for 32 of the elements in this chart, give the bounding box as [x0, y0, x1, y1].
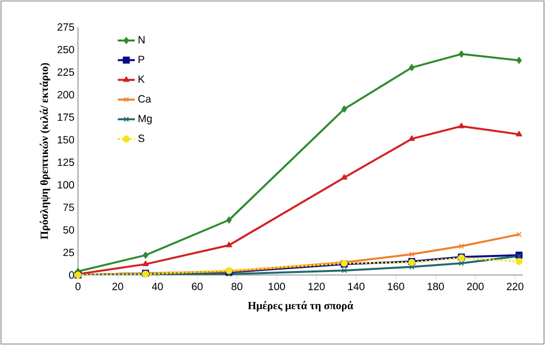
- x-tick-label: 0: [76, 282, 80, 290]
- legend-label: P: [138, 56, 144, 64]
- x-tick-label: 40: [152, 282, 163, 290]
- y-tick-label: 250: [58, 46, 74, 54]
- x-tick-label: 220: [506, 282, 524, 290]
- legend-label: N: [138, 36, 144, 44]
- legend-label: S: [138, 134, 144, 142]
- x-tick-label: 20: [112, 282, 124, 290]
- x-tick-label: 60: [192, 282, 203, 290]
- y-tick-label: 0: [69, 271, 74, 279]
- y-tick-label: 175: [58, 114, 74, 121]
- y-axis-title: Πρόσληψη θρεπτικών (κιλά/ εκτάριο): [40, 63, 50, 240]
- legend-label: Mg: [138, 114, 152, 124]
- y-tick-label: 50: [63, 226, 74, 234]
- y-tick-label: 225: [58, 68, 74, 76]
- y-tick-label: 200: [58, 90, 74, 98]
- x-tick-label: 140: [348, 282, 364, 290]
- x-axis-title: Ημέρες μετά τη σπορά: [248, 301, 354, 312]
- x-tick-label: 200: [467, 282, 484, 290]
- x-tick-label: 120: [308, 282, 325, 290]
- y-tick-label: 25: [63, 248, 74, 256]
- x-tick-label: 180: [428, 282, 444, 290]
- legend-label: K: [138, 76, 145, 83]
- y-tick-label: 125: [58, 158, 74, 166]
- y-tick-label: 75: [63, 204, 74, 212]
- y-tick-label: 100: [58, 181, 74, 189]
- legend-label: Ca: [138, 95, 152, 103]
- x-tick-label: 80: [232, 282, 242, 290]
- y-tick-label: 150: [58, 136, 74, 144]
- y-tick-label: 275: [58, 23, 74, 31]
- x-tick-label: 160: [388, 282, 404, 290]
- x-tick-label: 100: [268, 282, 285, 290]
